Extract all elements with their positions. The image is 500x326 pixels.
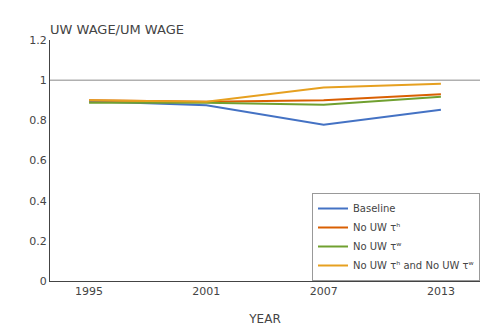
svg-text:YEAR: YEAR: [248, 312, 280, 326]
svg-text:1.2: 1.2: [29, 34, 47, 47]
svg-text:2013: 2013: [427, 285, 455, 298]
svg-text:2001: 2001: [192, 285, 220, 298]
svg-text:1: 1: [40, 74, 47, 87]
svg-text:No UW τʷ: No UW τʷ: [353, 241, 401, 252]
svg-text:Baseline: Baseline: [353, 203, 395, 214]
svg-text:0.2: 0.2: [29, 235, 47, 248]
svg-text:No UW τʰ: No UW τʰ: [353, 222, 400, 233]
svg-text:No UW τʰ and No UW τʷ: No UW τʰ and No UW τʷ: [353, 260, 474, 271]
svg-text:0.8: 0.8: [29, 114, 47, 127]
svg-text:0.4: 0.4: [29, 195, 47, 208]
svg-text:1995: 1995: [75, 285, 103, 298]
svg-text:0: 0: [40, 275, 47, 288]
svg-text:UW WAGE/UM WAGE: UW WAGE/UM WAGE: [50, 22, 184, 37]
svg-text:2007: 2007: [310, 285, 338, 298]
svg-text:0.6: 0.6: [29, 154, 47, 167]
